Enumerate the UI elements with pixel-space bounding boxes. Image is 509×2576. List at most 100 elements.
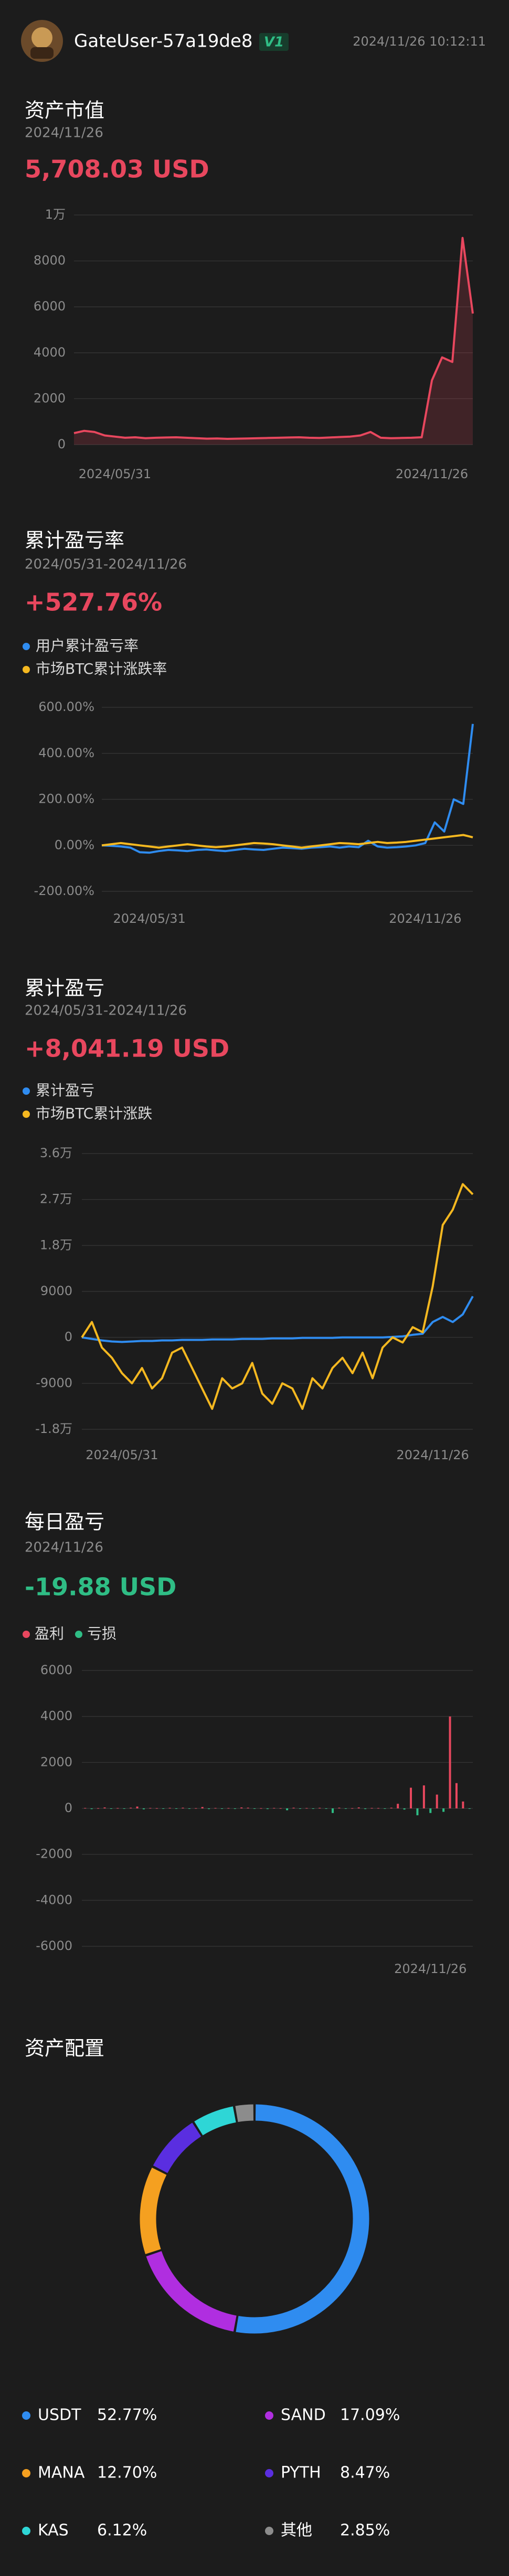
y-tick-label: 1.8万 xyxy=(40,1237,72,1252)
bar xyxy=(240,1807,243,1808)
bar xyxy=(312,1808,314,1809)
legend-label: 市场BTC累计涨跌率 xyxy=(36,660,167,677)
x-tick-label: 2024/11/26 xyxy=(396,1448,469,1462)
legend-value: 2.85% xyxy=(340,2521,390,2540)
bar xyxy=(103,1807,106,1808)
bar xyxy=(188,1808,190,1809)
username: GateUser-57a19de8 xyxy=(74,31,253,52)
legend-label: 用户累计盈亏率 xyxy=(36,637,139,654)
bar xyxy=(155,1808,158,1809)
section-title: 资产市值 xyxy=(25,99,104,122)
bar xyxy=(123,1808,125,1809)
bar xyxy=(234,1808,236,1809)
bar xyxy=(351,1808,354,1809)
section-title: 累计盈亏率 xyxy=(25,529,124,552)
avatar xyxy=(21,20,63,62)
bar xyxy=(397,1804,399,1808)
y-tick-label: 6000 xyxy=(34,299,66,314)
y-tick-label: 4000 xyxy=(40,1709,72,1723)
x-tick-label: 2024/11/26 xyxy=(389,911,461,926)
legend-dot xyxy=(23,1631,30,1638)
bar xyxy=(110,1808,112,1809)
x-tick-label: 2024/05/31 xyxy=(86,1448,158,1462)
bar xyxy=(220,1808,223,1809)
y-tick-label: -2000 xyxy=(36,1847,72,1861)
bar xyxy=(422,1785,425,1808)
legend-value: 12.70% xyxy=(97,2464,157,2482)
legend-dot xyxy=(265,2527,273,2535)
section-title: 每日盈亏 xyxy=(25,1511,104,1534)
y-tick-label: 0 xyxy=(65,1330,72,1344)
line xyxy=(101,834,473,849)
bar xyxy=(384,1808,386,1809)
bar xyxy=(449,1716,451,1808)
section-date: 2024/11/26 xyxy=(25,125,103,141)
legend-dot xyxy=(22,2411,30,2420)
bar xyxy=(279,1808,282,1809)
section-date: 2024/11/26 xyxy=(25,1540,103,1556)
legend-label: 累计盈亏 xyxy=(36,1082,94,1099)
y-tick-label: 400.00% xyxy=(38,746,94,760)
bar xyxy=(90,1808,93,1809)
bar xyxy=(357,1807,360,1808)
y-tick-label: 2000 xyxy=(40,1754,72,1769)
area xyxy=(74,238,473,445)
bar xyxy=(253,1808,256,1809)
bar xyxy=(442,1808,445,1812)
x-tick-label: 2024/05/31 xyxy=(79,467,151,481)
bar xyxy=(142,1808,145,1809)
legend-label: 市场BTC累计涨跌 xyxy=(36,1105,152,1122)
x-tick-label: 2024/11/26 xyxy=(394,1961,466,1976)
legend-dot xyxy=(75,1631,82,1638)
y-tick-label: -9000 xyxy=(36,1375,72,1390)
y-tick-label: 600.00% xyxy=(38,699,94,714)
bar xyxy=(286,1808,289,1810)
donut-segment xyxy=(153,2122,202,2173)
legend-label: 亏损 xyxy=(87,1625,116,1642)
donut-segment xyxy=(235,2104,254,2122)
donut-segment xyxy=(140,2168,167,2255)
section-date: 2024/05/31-2024/11/26 xyxy=(25,1003,187,1019)
line xyxy=(81,1296,474,1343)
bar xyxy=(260,1808,262,1809)
y-tick-label: -4000 xyxy=(36,1892,72,1907)
line xyxy=(73,236,474,440)
section-title: 资产配置 xyxy=(25,2037,104,2060)
avatar-face xyxy=(31,27,52,48)
legend-dot xyxy=(22,2469,30,2477)
y-tick-label: 0 xyxy=(58,437,66,451)
y-tick-label: -6000 xyxy=(36,1938,72,1953)
legend-label: 盈利 xyxy=(35,1625,64,1642)
bar xyxy=(266,1808,269,1809)
bar xyxy=(175,1808,178,1809)
legend-value: 6.12% xyxy=(97,2521,147,2540)
legend-dot xyxy=(265,2411,273,2420)
legend-label: 其他 xyxy=(281,2521,312,2540)
bar xyxy=(403,1808,406,1810)
headline-value: 5,708.03 USD xyxy=(25,155,209,184)
legend-value: 52.77% xyxy=(97,2406,157,2424)
bar xyxy=(162,1808,165,1809)
headline-value: -19.88 USD xyxy=(25,1573,176,1601)
line xyxy=(81,1183,474,1410)
section-title: 累计盈亏 xyxy=(25,977,104,1000)
donut-segment xyxy=(194,2106,236,2136)
legend-dot xyxy=(23,1111,30,1118)
legend-dot xyxy=(22,2527,30,2535)
bar xyxy=(208,1808,210,1809)
avatar-body xyxy=(30,47,54,59)
legend-label: KAS xyxy=(38,2521,69,2540)
legend-dot xyxy=(265,2469,273,2477)
legend-label: MANA xyxy=(38,2464,85,2482)
badge-bg xyxy=(259,33,289,51)
legend-dot xyxy=(23,1087,30,1095)
y-tick-label: 9000 xyxy=(40,1284,72,1298)
timestamp: 2024/11/26 10:12:11 xyxy=(353,34,486,49)
bar xyxy=(201,1807,204,1808)
legend-dot xyxy=(23,666,30,673)
bar xyxy=(136,1806,139,1808)
x-tick-label: 2024/05/31 xyxy=(113,911,185,926)
line xyxy=(101,724,474,854)
y-tick-label: 200.00% xyxy=(38,792,94,806)
